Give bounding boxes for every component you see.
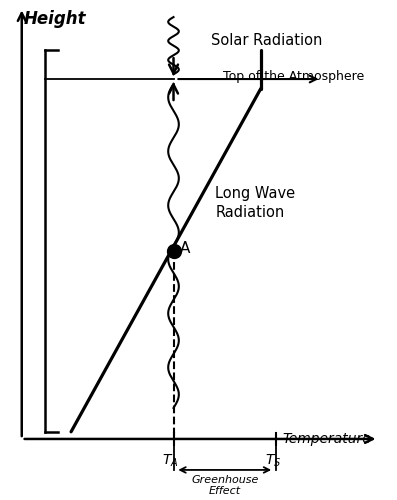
Text: A: A [180,241,191,256]
Text: Greenhouse
Effect: Greenhouse Effect [191,474,258,496]
Text: Temperature: Temperature [282,432,371,446]
Text: Solar Radiation: Solar Radiation [212,34,323,48]
Text: Long Wave
Radiation: Long Wave Radiation [215,186,295,220]
Text: $T_A$: $T_A$ [162,452,179,468]
Text: Height: Height [24,10,86,28]
Text: Top of the Atmosphere: Top of the Atmosphere [223,70,364,83]
Text: $T_S$: $T_S$ [265,452,281,468]
